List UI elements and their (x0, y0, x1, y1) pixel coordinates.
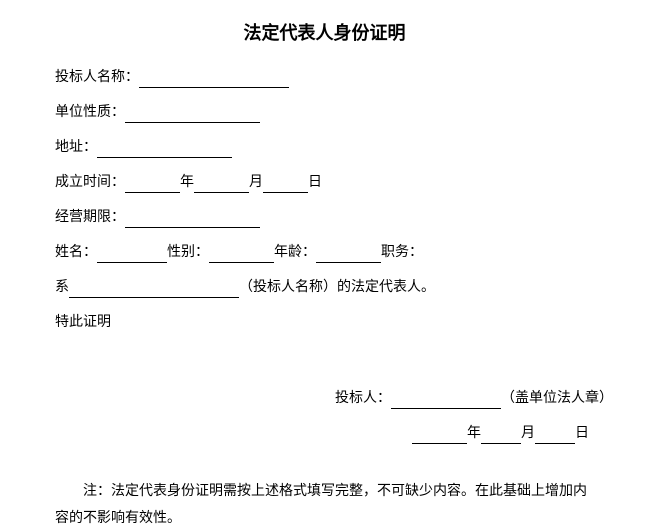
field-establish-time: 成立时间： 年 月 日 (55, 172, 594, 193)
label-age: 年龄： (274, 245, 316, 260)
underline-bidder-name (139, 72, 289, 88)
hereby-certify: 特此证明 (55, 312, 594, 333)
label-month: 月 (249, 175, 263, 190)
label-bidder-name: 投标人名称： (55, 70, 139, 85)
underline-day (263, 177, 308, 193)
signature-date: 年月日 (335, 423, 594, 444)
underline-name (97, 247, 167, 263)
underline-legal-rep (69, 282, 239, 298)
label-unit-nature: 单位性质： (55, 105, 125, 120)
signature-block: 投标人：（盖单位法人章） 年 月 日 (55, 388, 594, 444)
label-day: 日 (308, 175, 322, 190)
underline-sig-day (535, 428, 575, 444)
underline-month (194, 177, 249, 193)
label-legal-rep-suffix: （投标人名称）的法定代表人。 (239, 280, 435, 295)
field-address: 地址： (55, 137, 594, 158)
underline-gender (209, 247, 274, 263)
label-seal-note: （盖单位法人章） (501, 391, 613, 406)
underline-year (125, 177, 180, 193)
field-personal-info: 姓名： 性别： 年龄： 职务： (55, 242, 594, 263)
underline-sig-year (412, 428, 467, 444)
label-sig-year: 年 (467, 426, 481, 441)
label-sig-month: 月 (521, 426, 535, 441)
label-business-period: 经营期限： (55, 210, 125, 225)
underline-age (316, 247, 381, 263)
underline-unit-nature (125, 107, 260, 123)
label-bidder-sig: 投标人： (335, 391, 391, 406)
underline-address (97, 142, 232, 158)
underline-business-period (125, 212, 260, 228)
field-business-period: 经营期限： (55, 207, 594, 228)
note-text: 注：法定代表身份证明需按上述格式填写完整，不可缺少内容。在此基础上增加内容的不影… (55, 479, 594, 532)
label-xi: 系 (55, 280, 69, 295)
label-gender: 性别： (167, 245, 209, 260)
field-legal-rep: 系 （投标人名称）的法定代表人。 (55, 277, 594, 298)
signature-bidder: 投标人：（盖单位法人章） (335, 388, 594, 409)
label-address: 地址： (55, 140, 97, 155)
field-bidder-name: 投标人名称： (55, 67, 594, 88)
label-sig-day: 日 (575, 426, 589, 441)
document-title: 法定代表人身份证明 (55, 20, 594, 47)
underline-bidder-sig (391, 393, 501, 409)
label-name: 姓名： (55, 245, 97, 260)
label-year: 年 (180, 175, 194, 190)
field-unit-nature: 单位性质： (55, 102, 594, 123)
label-position: 职务： (381, 245, 423, 260)
underline-sig-month (481, 428, 521, 444)
label-establish-time: 成立时间： (55, 175, 125, 190)
